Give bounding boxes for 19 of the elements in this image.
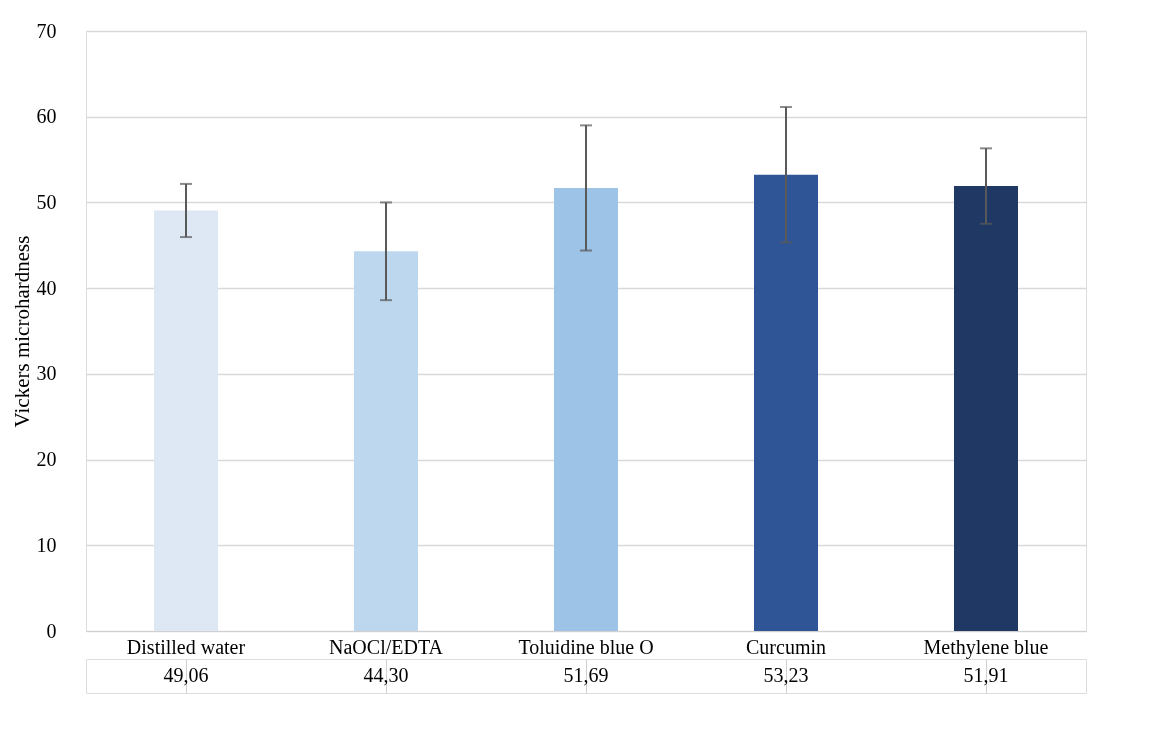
y-tick-label: 30	[36, 362, 57, 385]
y-tick-label: 70	[36, 19, 57, 42]
x-tick-label: Methylene blue	[923, 635, 1049, 659]
y-axis-title: Vickers microhardness	[9, 235, 34, 428]
y-tick-label: 10	[36, 533, 57, 556]
data-label: 51,91	[963, 664, 1009, 686]
y-tick-label: 40	[36, 276, 57, 299]
data-label: 51,69	[563, 664, 609, 686]
y-tick-label: 20	[36, 448, 57, 471]
data-label: 49,06	[163, 664, 209, 686]
y-tick-label: 50	[36, 190, 57, 213]
y-tick-label: 0	[46, 619, 57, 642]
data-label: 53,23	[763, 664, 809, 686]
y-tick-label: 60	[36, 105, 57, 128]
x-tick-label: Curcumin	[746, 635, 826, 658]
x-tick-label: NaOCl/EDTA	[329, 635, 444, 658]
x-tick-label: Toluidine blue O	[518, 635, 654, 658]
x-tick-label: Distilled water	[126, 635, 246, 658]
data-label: 44,30	[363, 664, 409, 686]
